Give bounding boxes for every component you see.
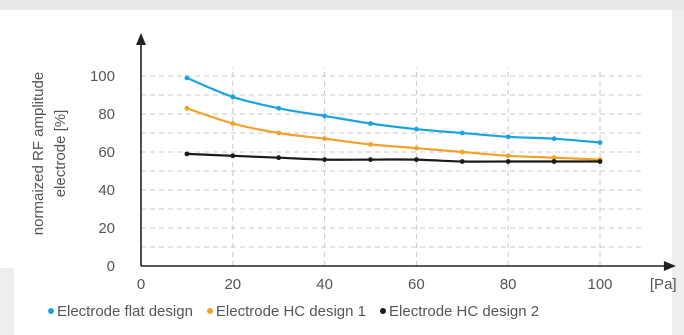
data-point (505, 159, 511, 164)
x-tick-label: 80 (500, 276, 517, 293)
x-tick-label: 20 (224, 276, 241, 293)
data-point (597, 140, 603, 145)
data-point (368, 121, 373, 126)
y-axis-arrow (136, 33, 146, 45)
x-tick-label: 60 (408, 276, 425, 293)
panel-shadow-right (672, 10, 684, 335)
legend-item-hc2: Electrode HC design 2 (380, 303, 539, 320)
data-point (276, 105, 282, 111)
legend-label-hc1: Electrode HC design 1 (215, 302, 367, 320)
data-series (184, 75, 603, 164)
chart-legend: Electrode flat design Electrode HC desig… (48, 300, 553, 322)
legend-label-flat: Electrode flat design (57, 302, 193, 320)
data-point (184, 151, 190, 157)
data-point (505, 134, 511, 140)
data-point (459, 159, 465, 164)
series-line (186, 76, 601, 144)
data-point (230, 153, 236, 159)
data-point (368, 142, 373, 147)
panel-shadow-left (0, 268, 14, 335)
x-tick-label: 100 (587, 276, 612, 293)
tick-labels: 0 20 40 60 80 100 0 20 40 60 80 100 (90, 68, 613, 293)
series-line (186, 152, 600, 163)
legend-item-hc1: Electrode HC design 1 (206, 302, 367, 320)
y-tick-label: 100 (90, 68, 115, 85)
data-point (230, 94, 236, 100)
legend-label-hc2: Electrode HC design 2 (389, 302, 540, 320)
data-point (597, 159, 603, 164)
data-point (322, 157, 327, 163)
data-point (505, 153, 511, 159)
data-point (414, 145, 419, 151)
x-tick-label: 40 (316, 276, 333, 293)
series-line (186, 107, 601, 161)
data-point (414, 157, 419, 163)
x-tick-label: 0 (137, 276, 145, 293)
top-bar (0, 0, 684, 10)
data-point (551, 155, 557, 161)
data-point (551, 136, 557, 142)
data-point (459, 149, 465, 155)
y-axis-title-line: electrode [%] (52, 110, 69, 198)
data-point (322, 113, 327, 119)
y-tick-label: 0 (107, 258, 115, 275)
data-point (459, 130, 465, 136)
y-tick-label: 40 (98, 182, 115, 199)
grid-lines (141, 67, 642, 266)
axis-titles: [Pa] normaized RF amplitude electrode [%] (30, 72, 677, 293)
legend-item-flat: Electrode flat design (48, 303, 193, 320)
data-point (276, 155, 282, 161)
legend-dot-flat (48, 308, 54, 314)
x-axis-arrow (663, 261, 676, 271)
data-point (184, 75, 190, 81)
legend-dot-hc2 (380, 308, 387, 314)
data-point (322, 136, 327, 142)
x-axis-title: [Pa] (650, 276, 677, 293)
y-tick-label: 80 (98, 106, 115, 123)
y-tick-label: 20 (98, 220, 115, 237)
y-tick-label: 60 (98, 144, 115, 161)
legend-dot-hc1 (206, 308, 213, 314)
data-point (230, 121, 236, 126)
data-point (184, 105, 190, 111)
y-axis-title-line: normaized RF amplitude (30, 72, 47, 235)
data-point (368, 157, 373, 163)
chart-panel (14, 10, 670, 334)
data-point (276, 130, 282, 136)
axes (136, 33, 676, 271)
data-point (414, 126, 419, 132)
data-point (551, 159, 557, 164)
